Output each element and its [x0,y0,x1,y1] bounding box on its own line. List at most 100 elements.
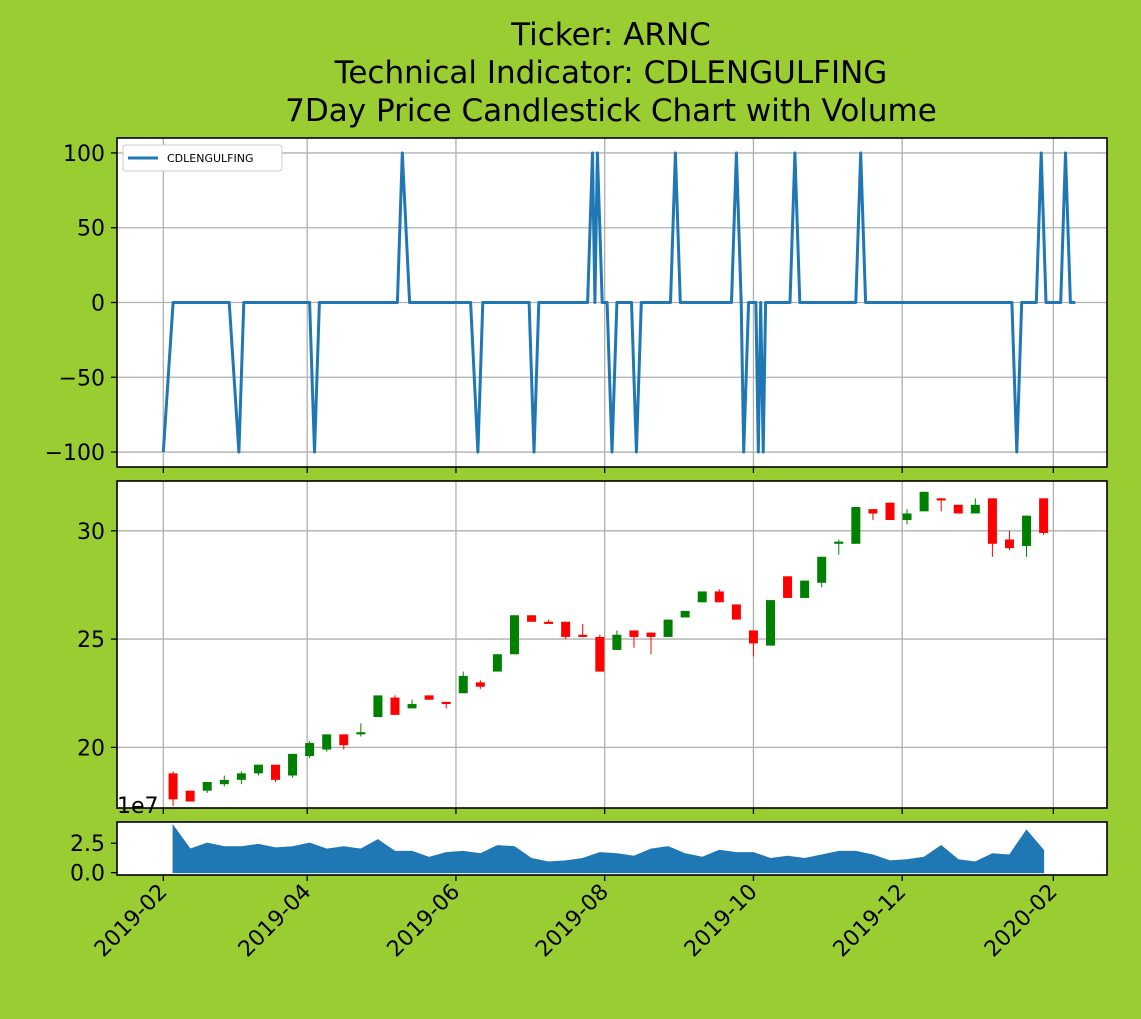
candle-body [527,615,537,622]
candle-body [680,610,690,618]
candle [424,695,434,700]
candle-body [390,697,400,715]
candle-body [885,502,895,520]
candle [714,589,724,603]
indicator-x-ticks [162,467,1055,473]
candle-body [1039,498,1049,533]
candle [544,619,554,624]
candle-body [305,743,315,757]
price-frame [116,480,1108,809]
indicator-panel: 100 50 0 −50 −100 CDLENGULFING [45,137,1108,473]
candle [168,771,178,806]
candle-body [492,654,502,672]
candle [817,556,827,588]
candle-body [373,695,383,718]
candle [561,621,571,640]
cdlengulfing-line [161,151,1076,454]
candle [339,734,349,750]
y-tick-label: 30 [77,520,105,545]
candle [390,695,400,715]
candle-body [612,634,622,650]
candle [731,604,741,620]
candle [202,782,212,793]
candle-body [270,764,280,780]
candle-body [475,682,485,687]
candle-body [936,498,946,501]
candle [612,630,622,650]
candle-body [509,615,519,655]
candle [305,740,315,759]
candle [441,701,451,709]
candle-body [185,790,195,802]
candle [356,723,366,737]
candle [970,498,980,514]
candle-body [168,773,178,800]
y-tick-label: 25 [77,628,105,653]
candle-body [663,619,673,637]
candle [851,506,861,544]
candle-body [578,634,588,637]
candle-body [219,779,229,785]
candle-body [953,504,963,514]
candle [407,699,417,709]
candle-body [919,491,929,512]
candle [458,671,468,694]
candle [1039,498,1049,536]
candle-body [800,580,810,598]
price-x-ticks [162,808,1055,814]
y-tick-label: 2.5 [70,832,105,857]
legend-label: CDLENGULFING [167,152,254,165]
y-tick-label: −50 [59,366,105,391]
y-tick-label: −100 [45,441,105,466]
candle [936,498,946,512]
legend-box [122,144,283,172]
chart-title-line-2: Technical Indicator: CDLENGULFING [334,55,888,91]
candle [595,634,605,672]
candle [987,498,997,557]
candle [253,764,263,776]
candle-body [236,773,246,780]
y-tick-label: 0.0 [70,862,105,887]
candle-body [731,604,741,620]
candle-body [783,576,793,598]
candle-body [748,630,758,644]
volume-frame [116,821,1108,876]
candle [288,753,298,778]
chart-title-line-1: Ticker: ARNC [510,17,711,53]
candle [646,632,656,655]
candle [578,623,588,637]
candle [885,502,895,520]
candle-body [458,675,468,694]
candle [492,654,502,672]
candle [663,619,673,637]
volume-y-axis: 2.50.0 [70,832,117,887]
candle-body [714,591,724,603]
candle-body [970,504,980,514]
candle [270,764,280,783]
candle [185,790,195,802]
candle [1022,515,1032,557]
candle [1004,530,1014,551]
candle [236,771,246,785]
candle-body [561,621,571,637]
candle [834,539,844,555]
candle-body [834,541,844,544]
candle [953,504,963,514]
indicator-legend: CDLENGULFING [122,144,283,172]
candle [902,509,912,525]
candle [868,509,878,520]
candle-body [407,704,417,709]
candle [783,576,793,598]
candle-body [322,734,332,750]
price-y-axis: 30 25 20 [77,520,117,761]
candle-body [595,636,605,672]
candle-body [424,695,434,700]
candle-body [646,632,656,637]
candle [373,695,383,718]
candle-body [851,506,861,544]
candle [509,615,519,655]
candle [475,680,485,689]
candle [919,491,929,512]
chart-title-line-3: 7Day Price Candlestick Chart with Volume [285,93,937,129]
